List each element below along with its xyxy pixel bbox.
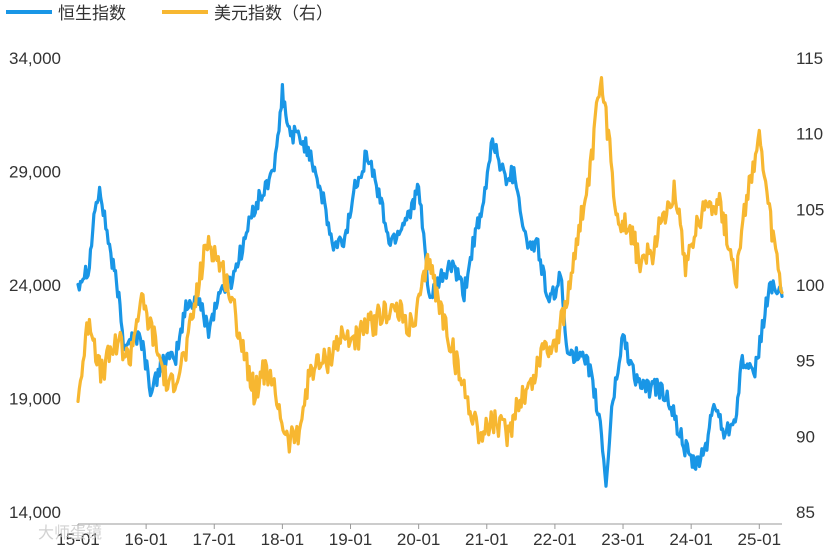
series-line-hsi (76, 83, 784, 488)
x-tick-label: 17-01 (193, 530, 236, 549)
y-right-tick-label: 110 (796, 125, 823, 144)
x-tick-label: 16-01 (124, 530, 167, 549)
watermark: 大师蛋镜 (38, 523, 102, 542)
y-right-tick-label: 115 (796, 49, 823, 68)
legend-label-dxy: 美元指数（右） (214, 4, 333, 24)
series-line-dxy (76, 76, 784, 454)
x-tick-label: 18-01 (261, 530, 304, 549)
x-tick-label: 19-01 (329, 530, 372, 549)
x-tick-label: 24-01 (669, 530, 712, 549)
y-right-tick-label: 90 (796, 427, 815, 446)
y-right-tick-label: 85 (796, 503, 815, 522)
x-tick-label: 25-01 (738, 530, 781, 549)
y-left-tick-label: 14,000 (9, 503, 61, 522)
y-right-tick-label: 100 (796, 276, 824, 295)
legend: 恒生指数 美元指数（右） (6, 4, 333, 24)
y-left-tick-label: 19,000 (9, 390, 61, 409)
x-tick-label: 20-01 (397, 530, 440, 549)
plot-area (76, 76, 784, 488)
x-axis: 15-01 16-01 17-01 18-01 19-01 20-01 21-01 22-01… (56, 523, 782, 549)
x-tick-label: 22-01 (533, 530, 576, 549)
y-left-tick-label: 29,000 (9, 163, 61, 182)
y-left-tick-label: 24,000 (9, 276, 61, 295)
y-axis-right: 85 90 95 100 105 110 115 (796, 49, 824, 522)
x-tick-label: 21-01 (465, 530, 508, 549)
x-tick-label: 23-01 (601, 530, 644, 549)
legend-label-hsi: 恒生指数 (58, 4, 126, 24)
y-right-tick-label: 95 (796, 352, 815, 371)
x-tick-label: 15-01 (56, 530, 99, 549)
y-left-tick-label: 34,000 (9, 49, 61, 68)
y-right-tick-label: 105 (796, 200, 824, 219)
y-axis-left: 14,000 19,000 24,000 29,000 34,000 (9, 49, 61, 522)
